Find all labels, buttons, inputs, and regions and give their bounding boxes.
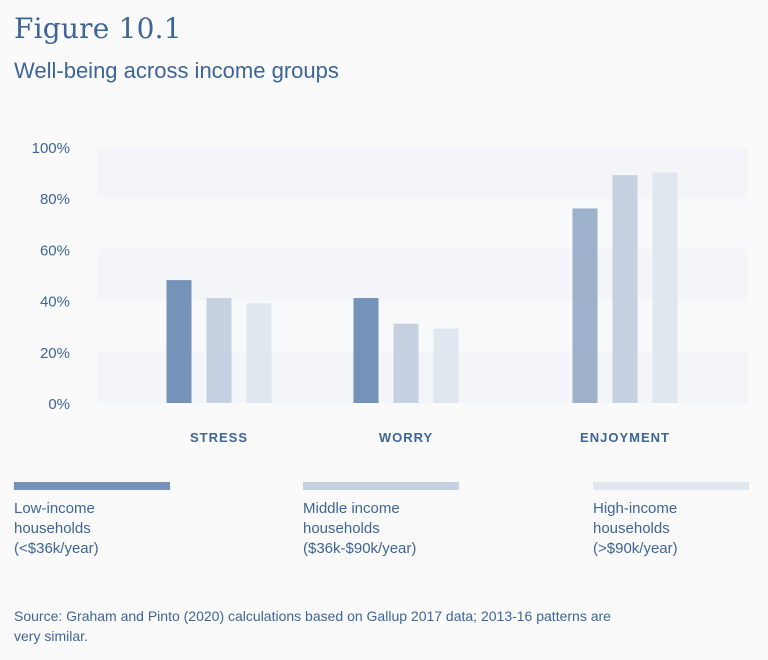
y-tick-label: 40% bbox=[40, 294, 70, 311]
grid-band bbox=[97, 351, 748, 403]
grid-band bbox=[97, 300, 748, 352]
legend-swatch-high-income bbox=[593, 482, 749, 490]
figure-label: Figure 10.1 bbox=[14, 12, 182, 45]
legend-item-low-income: Low-income households (<$36k/year) bbox=[14, 482, 172, 559]
legend-item-high-income: High-income households (>$90k/year) bbox=[593, 482, 751, 559]
x-category-label: ENJOYMENT bbox=[580, 430, 670, 445]
legend-swatch-middle-income bbox=[303, 482, 459, 490]
grid-band bbox=[97, 249, 748, 301]
y-tick-label: 60% bbox=[40, 242, 70, 259]
y-tick-label: 80% bbox=[40, 191, 70, 208]
y-tick-label: 0% bbox=[48, 396, 70, 413]
y-tick-label: 100% bbox=[32, 140, 70, 157]
bar-stress-1 bbox=[206, 298, 232, 403]
x-category-label: STRESS bbox=[190, 430, 248, 445]
grid-band bbox=[97, 198, 748, 250]
bar-chart: 0% 20% 40% 60% 80% 100% STRESS WORRY ENJOYMENT bbox=[31, 140, 748, 445]
x-category-label: WORRY bbox=[379, 430, 433, 445]
bar-enjoyment-1 bbox=[612, 175, 638, 403]
source-note: Source: Graham and Pinto (2020) calculat… bbox=[14, 608, 611, 644]
legend-item-middle-income: Middle income households ($36k-$90k/year… bbox=[303, 482, 461, 559]
bar-worry-0 bbox=[353, 298, 379, 403]
bar-worry-1 bbox=[393, 323, 419, 403]
bar-enjoyment-2 bbox=[652, 172, 678, 403]
bar-stress-0 bbox=[166, 280, 192, 403]
grid-band bbox=[97, 147, 748, 199]
legend-label-middle-income: Middle income households ($36k-$90k/year… bbox=[303, 500, 417, 557]
chart-title: Well-being across income groups bbox=[14, 58, 339, 83]
y-tick-label: 20% bbox=[40, 345, 70, 362]
bar-enjoyment-0 bbox=[572, 208, 598, 403]
legend-swatch-low-income bbox=[14, 482, 170, 490]
bar-stress-2 bbox=[246, 303, 272, 403]
legend-label-high-income: High-income households (>$90k/year) bbox=[593, 500, 678, 557]
bar-worry-2 bbox=[433, 328, 459, 403]
legend-label-low-income: Low-income households (<$36k/year) bbox=[14, 500, 99, 557]
